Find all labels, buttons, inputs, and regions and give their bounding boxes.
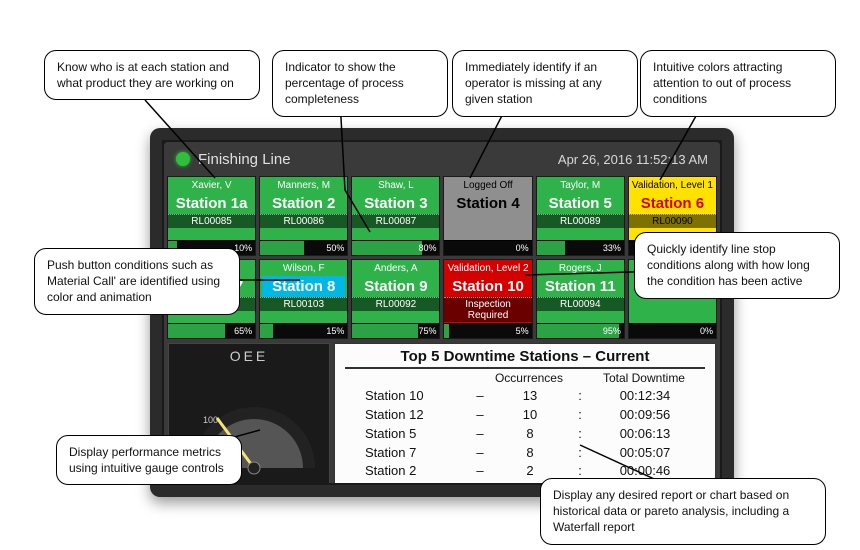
product-id: RL00094 xyxy=(537,297,624,311)
station-name: Station 4 xyxy=(444,193,531,214)
row-occurrences: 10 xyxy=(505,406,555,425)
product-id: RL00086 xyxy=(260,214,347,228)
progress-bar: 50% xyxy=(260,240,347,255)
product-id: RL00089 xyxy=(537,214,624,228)
report-row: Station 12–10:00:09:56 xyxy=(345,406,705,425)
downtime-report: Top 5 Downtime Stations – Current Occurr… xyxy=(334,343,716,483)
progress-bar: 15% xyxy=(260,323,347,338)
report-row: Station 10–13:00:12:34 xyxy=(345,387,705,406)
operator-name: Logged Off xyxy=(444,177,531,193)
report-row: Station 5–8:00:06:13 xyxy=(345,425,705,444)
row-downtime: 00:12:34 xyxy=(605,387,685,406)
progress-bar: 0% xyxy=(444,240,531,255)
station-name: Station 9 xyxy=(352,276,439,297)
row-station: Station 12 xyxy=(365,406,455,425)
oee-label: OEE xyxy=(226,344,273,368)
product-id: RL00103 xyxy=(260,297,347,311)
line-status-dot xyxy=(176,152,190,166)
operator-name: Wilson, F xyxy=(260,260,347,276)
station-tile[interactable]: Manners, MStation 2RL00086 50% xyxy=(259,176,348,256)
report-title: Top 5 Downtime Stations – Current xyxy=(345,348,705,369)
station-name: Station 1a xyxy=(168,193,255,214)
station-tile[interactable]: Wilson, FStation 8RL00103 15% xyxy=(259,259,348,339)
row-occurrences: 13 xyxy=(505,387,555,406)
station-tile[interactable]: Xavier, VStation 1aRL0008510% xyxy=(167,176,256,256)
row-station: Station 7 xyxy=(365,444,455,463)
station-tile[interactable]: Anders, AStation 9RL00092 75% xyxy=(351,259,440,339)
station-name: Station 3 xyxy=(352,193,439,214)
callout-material-call: Push button conditions such as Material … xyxy=(34,248,240,315)
progress-bar: 75% xyxy=(352,323,439,338)
operator-name: Anders, A xyxy=(352,260,439,276)
row-downtime: 00:09:56 xyxy=(605,406,685,425)
callout-colors: Intuitive colors attracting attention to… xyxy=(640,50,836,117)
station-name: Station 11 xyxy=(537,276,624,297)
product-id: Inspection Required xyxy=(444,297,531,322)
report-col-occurrences: Occurrences xyxy=(495,371,563,385)
svg-text:100: 100 xyxy=(203,415,218,425)
station-name: Station 8 xyxy=(262,276,345,297)
station-tile[interactable]: Taylor, MStation 5RL00089 33% xyxy=(536,176,625,256)
row-station: Station 5 xyxy=(365,425,455,444)
row-occurrences: 8 xyxy=(505,444,555,463)
callout-report: Display any desired report or chart base… xyxy=(540,478,826,545)
progress-bar: 0% xyxy=(629,323,716,338)
station-tile[interactable]: Shaw, LStation 3RL00087 80% xyxy=(351,176,440,256)
product-id: RL00092 xyxy=(352,297,439,311)
station-name: Station 5 xyxy=(537,193,624,214)
hmi-screen: Finishing Line Apr 26, 2016 11:52:13 AM … xyxy=(164,142,720,483)
callout-line-stop: Quickly identify line stop conditions al… xyxy=(634,232,840,299)
station-tile[interactable]: Logged OffStation 4 0% xyxy=(443,176,532,256)
operator-name: Rogers, J xyxy=(537,260,624,276)
row-occurrences: 8 xyxy=(505,425,555,444)
row-downtime: 00:06:13 xyxy=(605,425,685,444)
callout-process-pct: Indicator to show the percentage of proc… xyxy=(272,50,448,117)
station-tile[interactable]: Validation, Level 2Station 10Inspection … xyxy=(443,259,532,339)
operator-name: Manners, M xyxy=(260,177,347,193)
operator-name: Validation, Level 2 xyxy=(444,260,531,276)
report-row: Station 7–8:00:05:07 xyxy=(345,444,705,463)
product-id: RL00090 xyxy=(629,214,716,228)
progress-bar: 33% xyxy=(537,240,624,255)
progress-bar: 80% xyxy=(352,240,439,255)
callout-gauge: Display performance metrics using intuit… xyxy=(56,435,242,485)
row-station: Station 10 xyxy=(365,387,455,406)
product-id: RL00085 xyxy=(168,214,255,228)
progress-bar: 95% xyxy=(537,323,624,338)
station-tile[interactable]: Rogers, JStation 11RL00094 95% xyxy=(536,259,625,339)
timestamp: Apr 26, 2016 11:52:13 AM xyxy=(558,152,708,167)
station-name: Station 2 xyxy=(260,193,347,214)
line-title: Finishing Line xyxy=(198,151,291,168)
operator-name: Taylor, M xyxy=(537,177,624,193)
callout-operator: Know who is at each station and what pro… xyxy=(44,50,260,100)
operator-name: Validation, Level 1 xyxy=(629,177,716,193)
product-id: RL00087 xyxy=(352,214,439,228)
screen-header: Finishing Line Apr 26, 2016 11:52:13 AM xyxy=(164,142,720,176)
progress-bar: 5% xyxy=(444,323,531,338)
row-station: Station 2 xyxy=(365,462,455,481)
row-downtime: 00:05:07 xyxy=(605,444,685,463)
operator-name: Shaw, L xyxy=(352,177,439,193)
station-name: Station 10 xyxy=(444,276,531,297)
station-name: Station 6 xyxy=(629,193,716,214)
callout-missing-op: Immediately identify if an operator is m… xyxy=(452,50,638,117)
operator-name: Xavier, V xyxy=(168,177,255,193)
report-col-downtime: Total Downtime xyxy=(603,371,685,385)
progress-bar: 65% xyxy=(168,323,255,338)
